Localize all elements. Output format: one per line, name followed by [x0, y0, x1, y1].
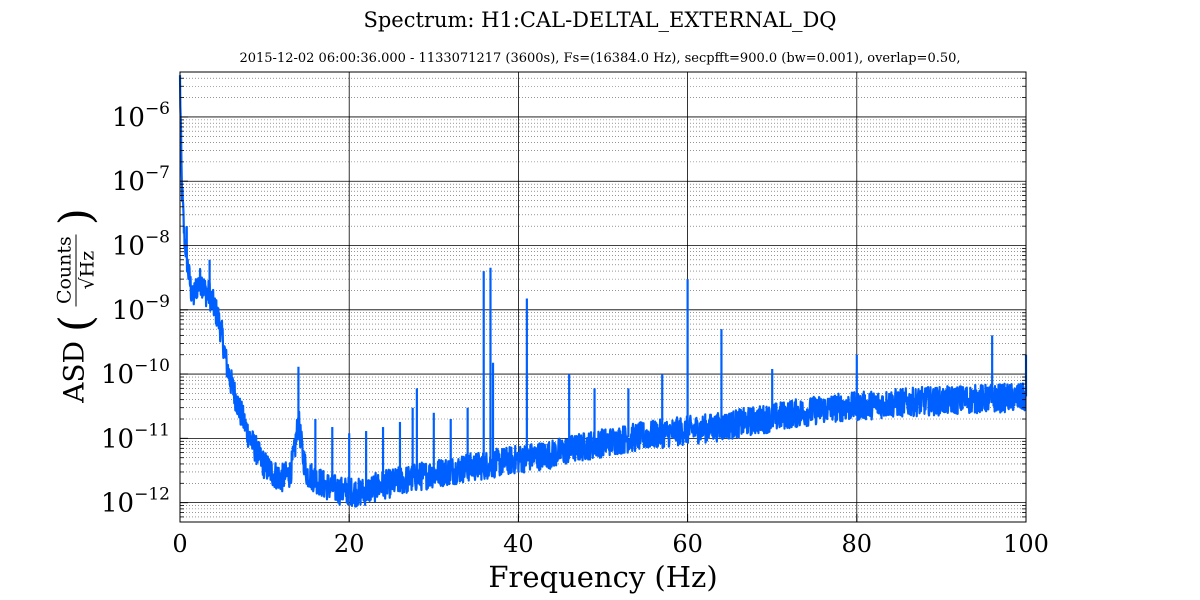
plot-frame — [179, 71, 1027, 523]
y-tick-label: 10−11 — [101, 420, 170, 454]
y-tick-label: 10−9 — [112, 292, 170, 326]
y-tick-label: 10−12 — [101, 485, 170, 519]
y-axis-label: ASD ( Counts √Hz ) — [50, 208, 102, 403]
chart-title: Spectrum: H1:CAL-DELTAL_EXTERNAL_DQ — [363, 8, 837, 32]
x-tick-label: 60 — [672, 530, 703, 558]
x-tick-label: 0 — [172, 530, 187, 558]
y-tick-label: 10−8 — [112, 228, 170, 262]
y-tick-label: 10−7 — [112, 163, 170, 197]
y-axis-label-prefix: ASD — [57, 341, 91, 403]
y-axis-label-denominator: √Hz — [76, 250, 99, 290]
series-line — [178, 75, 1028, 508]
x-tick-label: 20 — [334, 530, 365, 558]
axis-ticks: 10−12 10−11 10−10 10−9 10−8 10−7 10−6 0 20 40 60 80… — [101, 71, 1049, 558]
x-axis-label: Frequency (Hz) — [488, 560, 718, 594]
series-layer — [178, 75, 1028, 508]
y-tick-label: 10−10 — [101, 356, 170, 390]
x-tick-label: 100 — [1003, 530, 1049, 558]
x-tick-label: 80 — [842, 530, 873, 558]
x-tick-label: 40 — [503, 530, 534, 558]
y-axis-label-numerator: Counts — [53, 234, 77, 307]
chart-subtitle: 2015-12-02 06:00:36.000 - 1133071217 (36… — [239, 51, 961, 66]
y-tick-label: 10−6 — [112, 99, 170, 133]
